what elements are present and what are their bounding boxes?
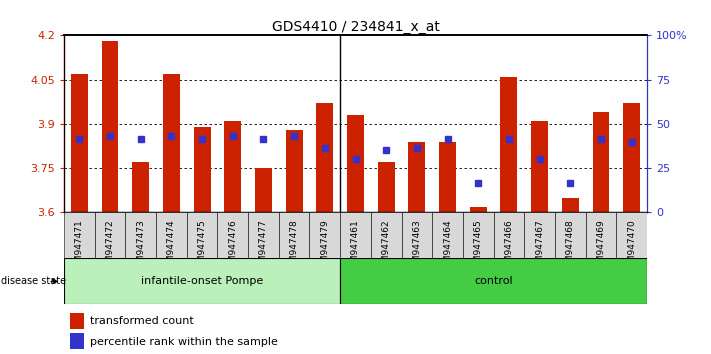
Bar	[225, 121, 241, 212]
Text: GSM947476: GSM947476	[228, 219, 237, 274]
Text: GSM947479: GSM947479	[321, 219, 329, 274]
Title: GDS4410 / 234841_x_at: GDS4410 / 234841_x_at	[272, 21, 439, 34]
Bar	[193, 127, 210, 212]
Bar	[70, 333, 85, 349]
Bar	[340, 258, 647, 304]
Text: GSM947475: GSM947475	[198, 219, 207, 274]
Bar	[493, 212, 524, 258]
Bar	[70, 313, 85, 329]
Bar	[125, 212, 156, 258]
Bar	[64, 258, 340, 304]
Bar	[163, 74, 180, 212]
Text: GSM947473: GSM947473	[137, 219, 145, 274]
Text: GSM947469: GSM947469	[597, 219, 606, 274]
Bar	[340, 212, 371, 258]
Bar	[102, 41, 119, 212]
Bar	[378, 162, 395, 212]
Bar	[156, 212, 187, 258]
Text: GSM947472: GSM947472	[105, 219, 114, 274]
Bar	[132, 162, 149, 212]
Bar	[624, 103, 640, 212]
Bar	[255, 168, 272, 212]
Bar	[470, 206, 486, 212]
Bar	[286, 130, 303, 212]
Bar	[402, 212, 432, 258]
Text: GSM947462: GSM947462	[382, 219, 390, 274]
Text: GSM947465: GSM947465	[474, 219, 483, 274]
Bar	[95, 212, 125, 258]
Text: GSM947464: GSM947464	[443, 219, 452, 274]
Bar	[408, 142, 425, 212]
Text: transformed count: transformed count	[90, 316, 194, 326]
Text: GSM947478: GSM947478	[289, 219, 299, 274]
Bar	[248, 212, 279, 258]
Text: GSM947474: GSM947474	[167, 219, 176, 274]
Bar	[64, 212, 95, 258]
Bar	[347, 115, 364, 212]
Text: control: control	[474, 276, 513, 286]
Text: percentile rank within the sample: percentile rank within the sample	[90, 337, 278, 347]
Bar	[463, 212, 493, 258]
Bar	[218, 212, 248, 258]
Text: GSM947463: GSM947463	[412, 219, 422, 274]
Bar	[555, 212, 586, 258]
Bar	[432, 212, 463, 258]
Text: GSM947467: GSM947467	[535, 219, 544, 274]
Bar	[524, 212, 555, 258]
Bar	[562, 198, 579, 212]
Bar	[592, 112, 609, 212]
Bar	[279, 212, 309, 258]
Text: GSM947471: GSM947471	[75, 219, 84, 274]
Text: infantile-onset Pompe: infantile-onset Pompe	[141, 276, 263, 286]
Bar	[309, 212, 340, 258]
Bar	[501, 77, 518, 212]
Bar	[71, 74, 87, 212]
Bar	[371, 212, 402, 258]
Text: disease state: disease state	[1, 276, 67, 286]
Bar	[187, 212, 218, 258]
Text: GSM947470: GSM947470	[627, 219, 636, 274]
Text: GSM947466: GSM947466	[504, 219, 513, 274]
Bar	[586, 212, 616, 258]
Text: GSM947468: GSM947468	[566, 219, 574, 274]
Bar	[531, 121, 548, 212]
Bar	[616, 212, 647, 258]
Text: GSM947461: GSM947461	[351, 219, 360, 274]
Text: GSM947477: GSM947477	[259, 219, 268, 274]
Bar	[316, 103, 333, 212]
Bar	[439, 142, 456, 212]
